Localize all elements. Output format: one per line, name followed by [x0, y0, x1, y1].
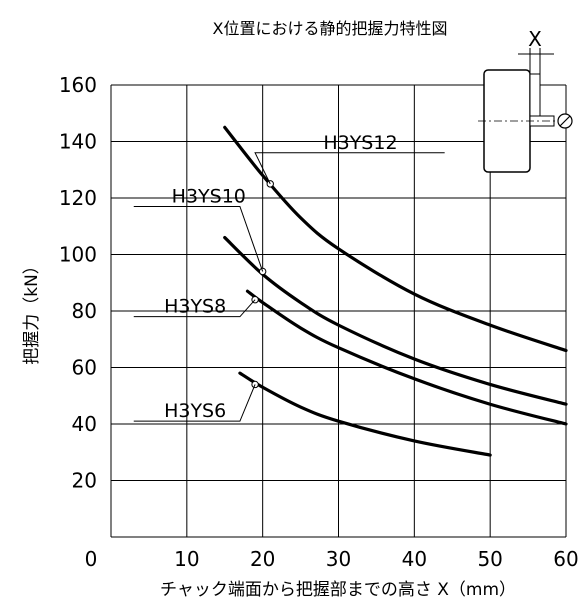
series-line-h3ys10	[223, 235, 568, 406]
series-lines	[223, 125, 568, 457]
y-tick-label: 20	[72, 469, 97, 493]
x-tick-label: 30	[326, 547, 351, 571]
x-tick-label: 10	[174, 547, 199, 571]
y-tick-label: 80	[72, 299, 97, 323]
series-line-h3ys6	[238, 371, 492, 457]
x-tick-label: 0	[85, 547, 98, 571]
inset-gauge-needle	[559, 115, 571, 127]
y-tick-labels: 20 40 60 80 100 120 140 160	[59, 73, 97, 493]
inset-jaw	[529, 73, 541, 117]
series-leader	[133, 299, 256, 318]
x-tick-label: 50	[477, 547, 502, 571]
x-tick-labels: 0 10 20 30 40 50 60	[85, 547, 579, 571]
y-tick-label: 120	[59, 186, 97, 210]
x-axis-title: チャック端面から把握部までの高さ X（mm）	[160, 580, 516, 600]
y-tick-label: 40	[72, 412, 97, 436]
series-leader	[133, 205, 264, 272]
series-line-h3ys12	[223, 125, 568, 353]
series-leader	[254, 152, 445, 185]
x-tick-label: 40	[402, 547, 427, 571]
y-tick-label: 160	[59, 73, 97, 97]
series-label: H3YS10	[172, 185, 246, 207]
inset-x-label: X	[528, 27, 542, 51]
series-leader	[133, 384, 256, 422]
y-tick-label: 100	[59, 243, 97, 267]
series-label: H3YS8	[164, 296, 226, 318]
inset-diagram: X	[478, 27, 574, 173]
y-axis-title: 把握力（kN）	[22, 257, 42, 365]
axis-frame	[110, 85, 566, 538]
series-line-h3ys8	[245, 289, 568, 426]
x-tick-label: 20	[250, 547, 275, 571]
x-tick-label: 60	[553, 547, 578, 571]
series-labels: H3YS12 H3YS10 H3YS8 H3YS6	[133, 132, 445, 422]
series-label: H3YS12	[323, 132, 397, 154]
y-tick-label: 140	[59, 130, 97, 154]
y-tick-label: 60	[72, 356, 97, 380]
series-label: H3YS6	[164, 400, 226, 422]
chart-title: X位置における静的把握力特性図	[213, 19, 448, 38]
